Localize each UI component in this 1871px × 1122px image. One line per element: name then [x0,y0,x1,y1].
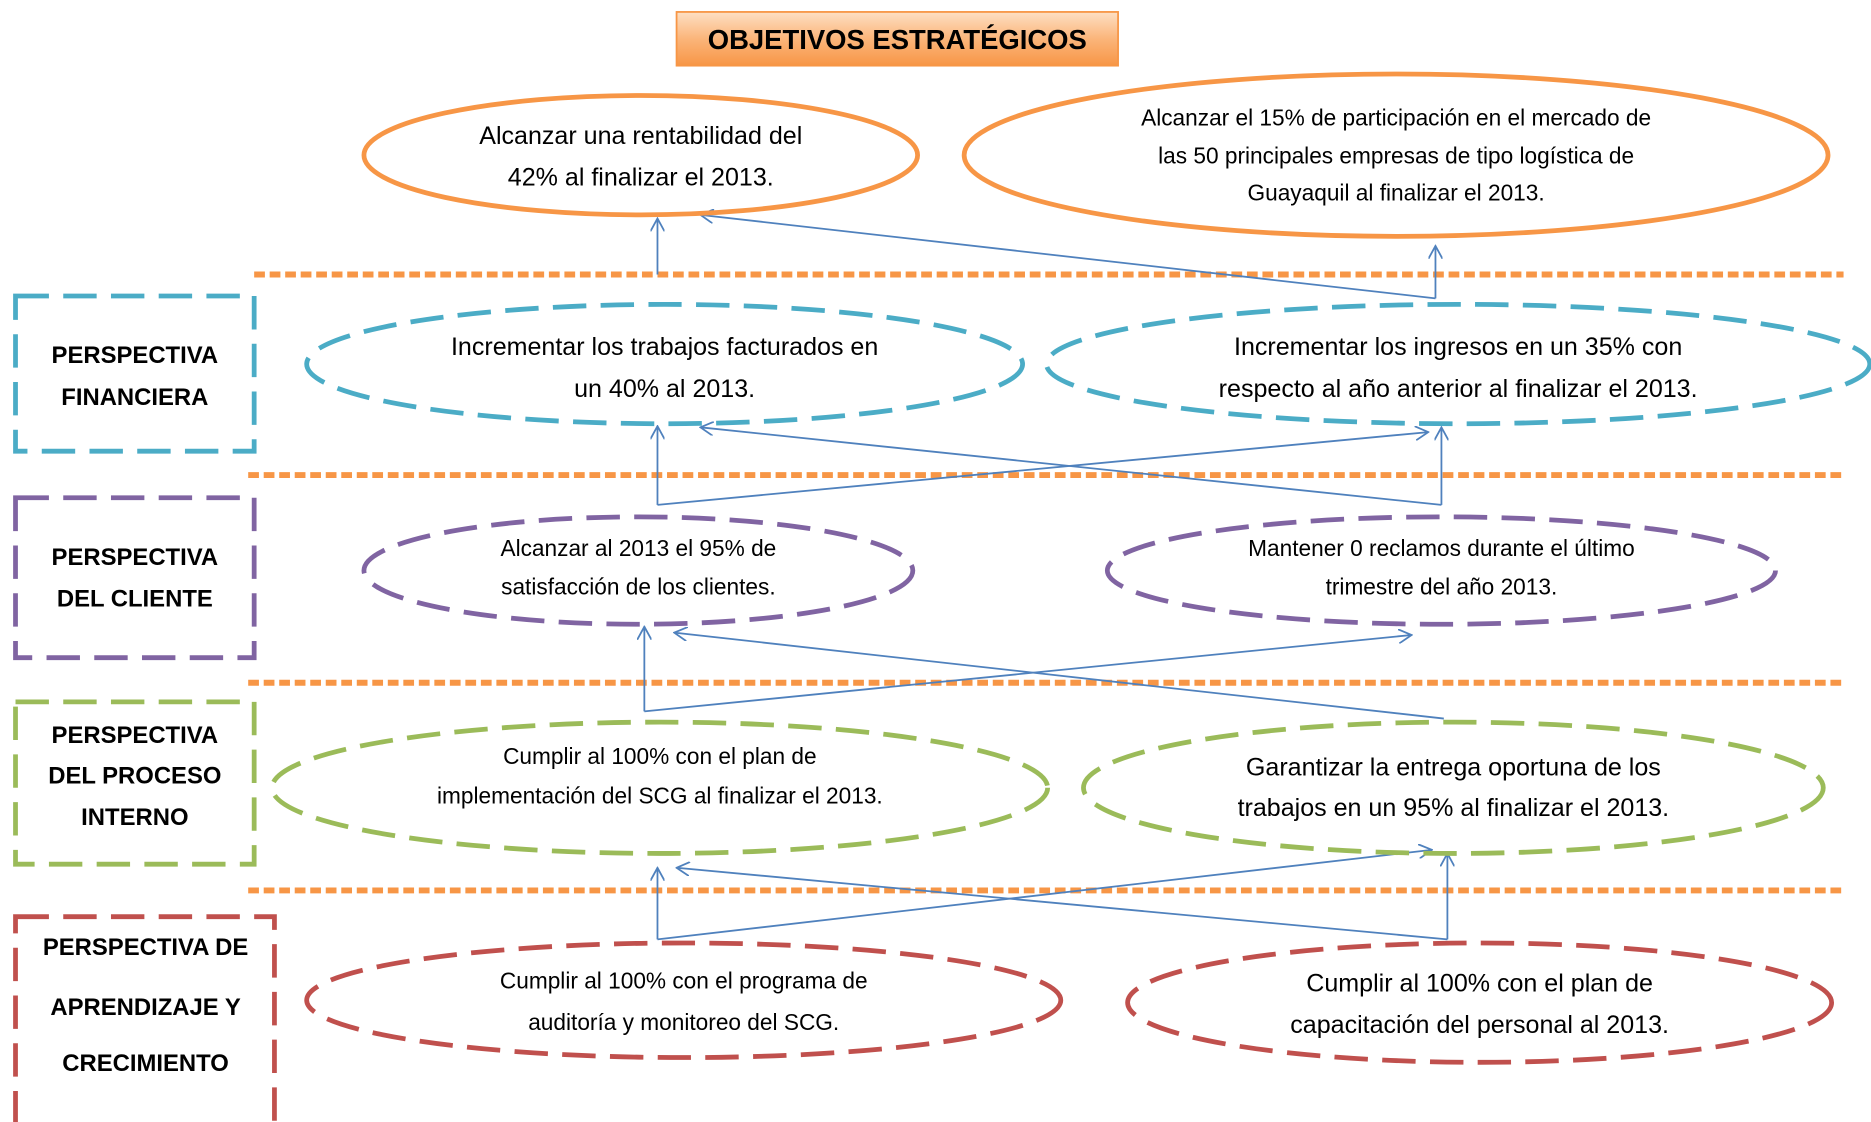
objective-text: Incrementar los ingresos en un 35% con [1234,333,1682,361]
objective-text: satisfacción de los clientes. [501,573,775,599]
perspective-box [13,495,257,661]
objective-text: Garantizar la entrega oportuna de los [1246,753,1661,781]
objective-text: auditoría y monitoreo del SCG. [528,1009,839,1035]
objective-text: Cumplir al 100% con el programa de [500,967,868,993]
objective-text: Mantener 0 reclamos durante el último [1248,535,1635,561]
perspective-label: DEL PROCESO [48,762,221,789]
objective-text: trabajos en un 95% al finalizar el 2013. [1238,794,1670,822]
objective-text: un 40% al 2013. [574,375,755,403]
objective-text: capacitación del personal al 2013. [1290,1011,1669,1039]
goal-text: Alcanzar el 15% de participación en el m… [1141,104,1651,130]
perspective-label: PERSPECTIVA [52,722,219,749]
title: OBJETIVOS ESTRATÉGICOS [708,24,1087,55]
perspective-label: CRECIMIENTO [62,1050,229,1077]
goal-text: 42% al finalizar el 2013. [508,164,774,192]
objective-ellipse [361,514,916,627]
objective-ellipse [304,301,1025,427]
objective-text: Cumplir al 100% con el plan de [503,743,817,769]
objective-ellipse [269,719,1051,856]
perspective-label: PERSPECTIVA [52,342,219,369]
goal-text: Guayaquil al finalizar el 2013. [1247,180,1544,206]
objective-text: Incrementar los trabajos facturados en [451,333,878,361]
perspective-label: DEL CLIENTE [57,586,213,613]
objective-ellipse [304,940,1064,1060]
perspective-label: PERSPECTIVA DE [43,934,248,961]
perspective-label: PERSPECTIVA [52,544,219,571]
objective-text: trimestre del año 2013. [1326,573,1558,599]
objective-text: Alcanzar al 2013 el 95% de [500,535,776,561]
goal-text: las 50 principales empresas de tipo logí… [1158,143,1634,169]
objective-ellipse [1044,302,1871,427]
perspective-label: APRENDIZAJE Y [50,994,241,1021]
objective-text: respecto al año anterior al finalizar el… [1219,375,1698,403]
perspective-box [13,699,257,867]
objective-ellipse [1125,940,1835,1065]
objective-text: Cumplir al 100% con el plan de [1306,969,1653,997]
title-box [675,11,1119,67]
perspective-label: FINANCIERA [61,384,208,411]
objective-ellipse [1104,514,1778,627]
goal-ellipse [361,93,920,218]
objective-ellipse [1081,719,1826,856]
goal-ellipse [961,71,1831,239]
objective-text: implementación del SCG al finalizar el 2… [437,782,883,808]
perspective-label: INTERNO [81,804,188,831]
separators [248,271,1844,894]
connectors [644,215,1447,941]
perspective-box [13,293,257,454]
goal-text: Alcanzar una rentabilidad del [479,122,802,150]
